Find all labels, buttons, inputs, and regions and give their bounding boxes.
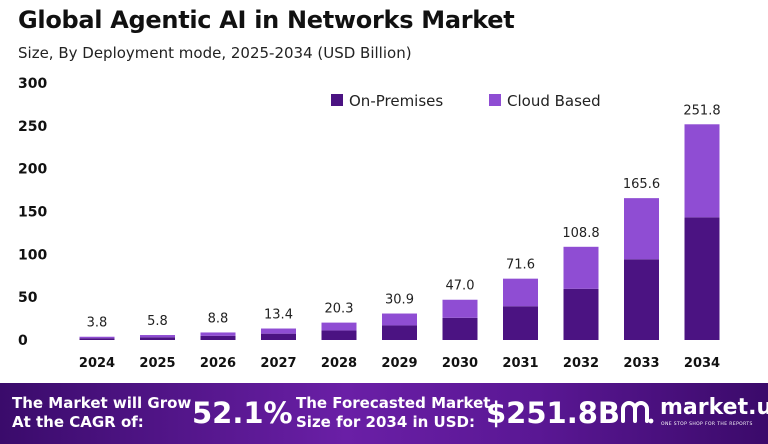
forecast-label: The Forecasted Market Size for 2034 in U… [296, 394, 490, 432]
bar-on-premises [321, 330, 357, 340]
bar-on-premises [382, 325, 417, 340]
x-tick-label: 2034 [684, 356, 720, 371]
bar-total-label: 251.8 [683, 103, 720, 118]
x-tick-label: 2024 [79, 356, 115, 371]
bar-on-premises [442, 317, 478, 340]
logo-name: market.us [660, 395, 768, 420]
logo-tagline: ONE STOP SHOP FOR THE REPORTS [661, 422, 753, 427]
cagr-label: The Market will Grow At the CAGR of: [12, 394, 191, 432]
bar-on-premises [624, 259, 659, 340]
y-tick-label: 100 [18, 247, 47, 263]
footer-banner: The Market will Grow At the CAGR of: 52.… [0, 383, 768, 444]
legend-swatch-cloud-based [489, 94, 501, 106]
legend-label-on-premises: On-Premises [349, 92, 443, 110]
bar-on-premises [684, 217, 720, 340]
bar-cloud-based [79, 336, 115, 339]
bar-on-premises [563, 288, 599, 340]
bar-total-label: 8.8 [208, 311, 229, 326]
y-tick-label: 0 [18, 333, 28, 349]
chart-title: Global Agentic AI in Networks Market [18, 6, 515, 34]
bar-total-label: 13.4 [264, 308, 293, 323]
x-tick-label: 2031 [502, 356, 538, 371]
bar-on-premises [140, 337, 175, 340]
market-us-logo-icon [621, 401, 654, 424]
bar-on-premises [503, 306, 538, 340]
cagr-label-line1: The Market will Grow [12, 394, 192, 412]
bar-cloud-based [321, 322, 357, 331]
forecast-value: $251.8B [486, 396, 621, 430]
bar-chart: 0 50 100 150 200 250 300 3.8 2024 5.8 2025 8.8 2026 1… [18, 76, 721, 371]
bar-on-premises [200, 335, 236, 340]
bar-total-label: 30.9 [385, 293, 414, 308]
bar-cloud-based [140, 335, 175, 338]
chart-subtitle: Size, By Deployment mode, 2025-2034 (USD… [18, 44, 412, 62]
x-tick-label: 2032 [563, 356, 599, 371]
legend-label-cloud-based: Cloud Based [507, 92, 601, 110]
bar-cloud-based [200, 332, 236, 336]
x-tick-label: 2030 [442, 356, 478, 371]
bar-cloud-based [563, 246, 599, 289]
legend-swatch-on-premises [331, 94, 343, 106]
bar-on-premises [261, 333, 296, 340]
bar-on-premises [79, 338, 115, 340]
x-tick-label: 2026 [200, 356, 236, 371]
bar-total-label: 165.6 [623, 177, 660, 192]
bar-total-label: 5.8 [147, 314, 168, 329]
bar-total-label: 71.6 [506, 258, 535, 273]
bar-cloud-based [503, 278, 538, 307]
y-tick-label: 250 [18, 119, 47, 135]
x-tick-label: 2033 [623, 356, 659, 371]
x-tick-label: 2029 [381, 356, 417, 371]
x-tick-label: 2025 [139, 356, 175, 371]
forecast-label-line2: Size for 2034 in USD: [296, 413, 475, 431]
bar-cloud-based [261, 328, 296, 334]
y-tick-label: 300 [18, 76, 47, 92]
cagr-label-line2: At the CAGR of: [12, 413, 144, 431]
y-tick-label: 200 [18, 162, 47, 178]
x-tick-label: 2028 [321, 356, 357, 371]
bar-cloud-based [442, 299, 478, 318]
cagr-value: 52.1% [192, 396, 293, 430]
bar-cloud-based [382, 313, 417, 326]
bar-cloud-based [624, 198, 659, 260]
bar-total-label: 20.3 [325, 302, 354, 317]
forecast-label-line1: The Forecasted Market [296, 394, 491, 412]
bar-cloud-based [684, 124, 720, 218]
y-tick-label: 50 [18, 290, 38, 306]
x-tick-label: 2027 [260, 356, 296, 371]
bar-total-label: 47.0 [446, 279, 475, 294]
bar-total-label: 3.8 [87, 316, 108, 331]
y-tick-label: 150 [18, 205, 47, 221]
bar-total-label: 108.8 [562, 226, 599, 241]
